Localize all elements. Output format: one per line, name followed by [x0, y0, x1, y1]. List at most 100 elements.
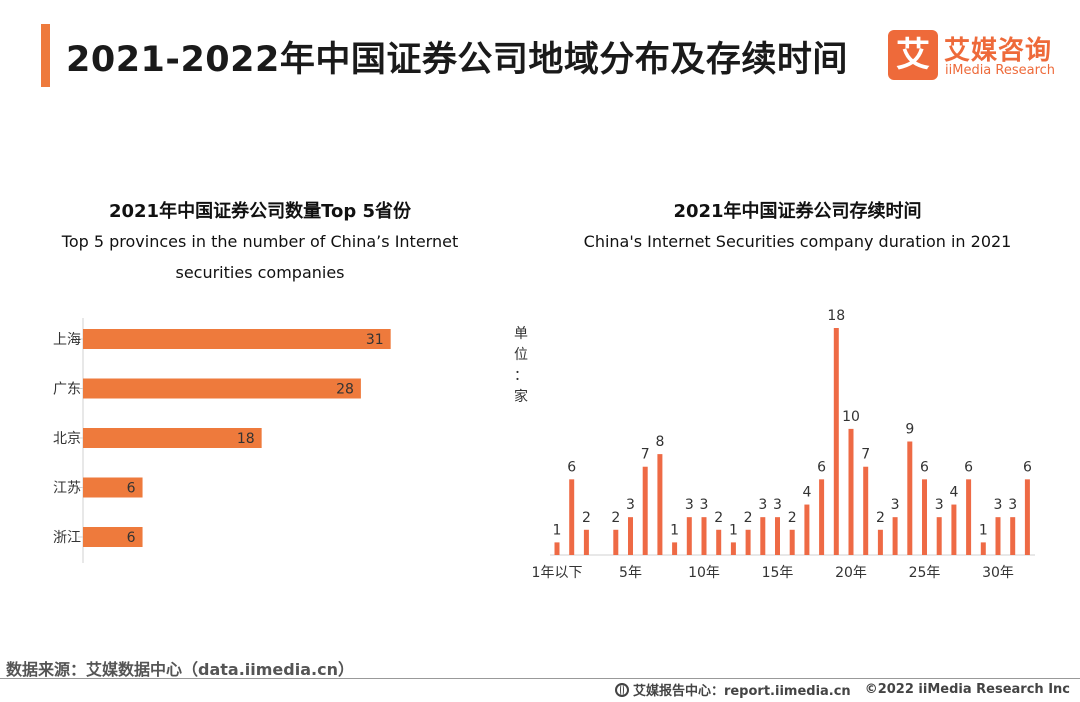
duration-bar: [657, 454, 663, 555]
title-accent-bar: [41, 24, 50, 87]
duration-tick-label: 30年: [982, 565, 1014, 581]
duration-data-label: 3: [758, 497, 767, 513]
province-tick-label: 广东: [53, 382, 81, 398]
footer-copyright: ©2022 iiMedia Research Inc: [864, 682, 1070, 697]
province-bar: [83, 329, 391, 349]
duration-tick-label: 1年以下: [532, 565, 583, 581]
duration-bar: [877, 529, 883, 555]
duration-bar: [922, 479, 927, 555]
duration-axis-label: 单: [514, 326, 528, 342]
duration-data-label: 7: [861, 447, 870, 463]
duration-data-label: 6: [964, 459, 973, 475]
duration-bar: [672, 542, 678, 555]
duration-bar: [716, 529, 722, 555]
duration-data-label: 1: [729, 522, 738, 538]
duration-data-label: 2: [582, 510, 591, 526]
duration-tick-label: 25年: [909, 565, 941, 581]
duration-data-label: 3: [700, 497, 709, 513]
duration-chart-title: 2021年中国证券公司存续时间: [673, 201, 922, 222]
logo-mark: 艾: [888, 30, 938, 80]
duration-bar: [995, 517, 1001, 555]
duration-bar: [642, 466, 648, 555]
duration-bar: [848, 428, 854, 555]
province-data-label: 31: [366, 332, 384, 348]
duration-data-label: 2: [714, 510, 723, 526]
duration-data-label: 6: [920, 459, 929, 475]
province-bar: [83, 428, 262, 448]
duration-bar: [951, 504, 957, 555]
duration-bar: [775, 517, 780, 555]
duration-data-label: 3: [891, 497, 900, 513]
province-tick-label: 浙江: [53, 530, 81, 546]
province-bar: [83, 477, 143, 498]
duration-bar: [833, 328, 839, 555]
page-title: 2021-2022年中国证券公司地域分布及存续时间: [66, 40, 848, 80]
data-source: 数据来源：艾媒数据中心（data.iimedia.cn）: [6, 660, 354, 679]
duration-bar: [628, 517, 633, 555]
duration-data-label: 4: [802, 485, 811, 501]
province-tick-label: 江苏: [53, 481, 81, 497]
duration-data-label: 3: [685, 497, 694, 513]
duration-data-label: 18: [827, 308, 845, 324]
globe-icon: [614, 682, 629, 697]
footer-credits: 艾媒报告中心：report.iimedia.cn ©2022 iiMedia R…: [614, 680, 1070, 699]
duration-data-label: 3: [994, 497, 1003, 513]
duration-data-label: 3: [773, 497, 782, 513]
province-chart-title: 2021年中国证券公司数量Top 5省份: [108, 201, 412, 222]
duration-data-label: 9: [905, 422, 914, 438]
duration-data-label: 4: [949, 485, 958, 501]
duration-bar: [863, 466, 869, 555]
duration-bar: [892, 517, 898, 555]
duration-data-label: 6: [1023, 459, 1032, 475]
duration-data-label: 10: [842, 409, 860, 425]
duration-data-label: 2: [611, 510, 620, 526]
duration-data-label: 6: [567, 459, 576, 475]
duration-axis-label: 家: [514, 388, 528, 405]
footer-divider: [0, 678, 1080, 679]
duration-bar: [730, 542, 736, 555]
duration-bar: [701, 517, 707, 555]
duration-data-label: 3: [1008, 497, 1017, 513]
province-tick-label: 北京: [53, 431, 81, 447]
duration-data-label: 1: [553, 522, 562, 538]
duration-axis-label: ：: [514, 368, 528, 384]
duration-data-label: 8: [655, 434, 664, 450]
iimedia-logo: 艾 艾媒咨询 iiMedia Research: [888, 28, 1070, 82]
province-data-label: 18: [237, 431, 255, 447]
duration-data-label: 3: [626, 497, 635, 513]
duration-data-label: 2: [744, 510, 753, 526]
province-data-label: 6: [127, 481, 136, 497]
province-bar: [83, 527, 143, 547]
province-bar: [83, 378, 361, 399]
duration-axis-label: 位: [514, 347, 528, 363]
duration-bar: [554, 542, 560, 555]
duration-data-label: 7: [641, 447, 650, 463]
province-data-label: 6: [127, 530, 136, 546]
duration-data-label: 1: [670, 522, 679, 538]
duration-bar: [745, 529, 751, 555]
logo-cn-text: 艾媒咨询: [944, 36, 1053, 66]
duration-bar: [980, 542, 986, 555]
duration-tick-label: 5年: [619, 565, 642, 581]
duration-bar: [760, 517, 766, 555]
duration-tick-label: 20年: [835, 565, 867, 581]
logo-mark-text: 艾: [896, 35, 930, 75]
duration-bar: [966, 479, 972, 555]
duration-bar: [1024, 479, 1030, 555]
logo-en-text: iiMedia Research: [945, 63, 1056, 78]
duration-bar: [1010, 517, 1016, 555]
province-tick-label: 上海: [53, 332, 81, 348]
duration-bar: [819, 479, 825, 555]
duration-tick-label: 15年: [762, 565, 794, 581]
duration-bar: [613, 529, 619, 555]
duration-chart-subtitle: China's Internet Securities company dura…: [583, 232, 1012, 251]
duration-bar: [686, 517, 692, 555]
duration-data-label: 3: [935, 497, 944, 513]
duration-data-label: 6: [817, 459, 826, 475]
duration-bar: [789, 529, 795, 555]
footer-report-link[interactable]: 艾媒报告中心：report.iimedia.cn: [632, 684, 851, 699]
province-data-label: 28: [336, 382, 354, 398]
duration-data-label: 1: [979, 522, 988, 538]
duration-tick-label: 10年: [688, 565, 720, 581]
